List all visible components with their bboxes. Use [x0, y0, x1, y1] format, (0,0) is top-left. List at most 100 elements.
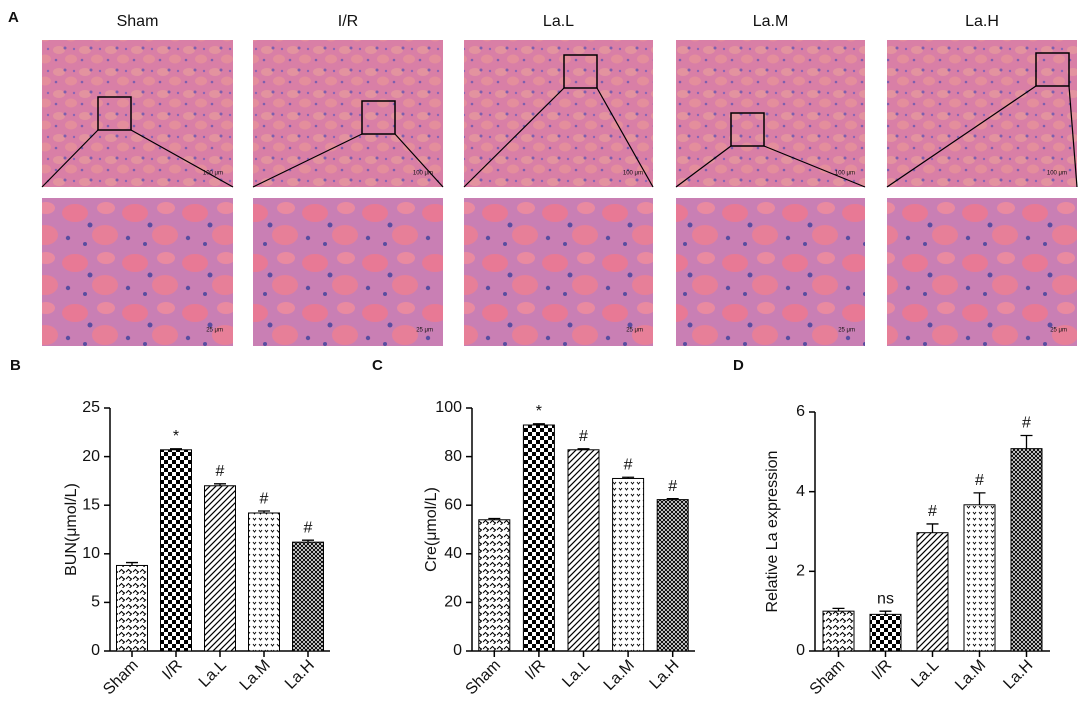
zoom-line [1068, 85, 1078, 188]
bar [1010, 448, 1043, 652]
error-bar [926, 523, 939, 533]
x-tick-label: I/R [869, 657, 895, 683]
micrograph-high [464, 198, 653, 346]
bar [963, 504, 996, 652]
micrograph-low [676, 40, 865, 187]
x-tick-label: La.H [647, 657, 683, 693]
micrograph-high [676, 198, 865, 346]
x-tick-label: I/R [159, 657, 185, 683]
zoom-line [394, 133, 444, 188]
significance: ns [877, 590, 894, 607]
scale-bar: 100 μm [835, 171, 855, 177]
error-bar [170, 448, 182, 450]
y-tick-label: 15 [82, 496, 100, 513]
panel-label: A [8, 9, 19, 26]
y-tick-label: 60 [444, 496, 462, 513]
significance: * [536, 403, 542, 420]
bar [204, 485, 236, 652]
bar [822, 610, 855, 652]
bar [869, 613, 902, 652]
x-tick-label: Sham [807, 657, 849, 699]
y-axis-label: BUN(μmol/L) [63, 483, 80, 576]
micrograph-high [253, 198, 443, 346]
error-bar [532, 423, 545, 426]
zoom-line [596, 87, 654, 188]
y-tick-label: 0 [453, 642, 462, 659]
zoom-line [763, 145, 866, 188]
error-bar [1020, 434, 1033, 449]
group-label: La.H [965, 13, 999, 30]
group-label: La.L [543, 13, 574, 30]
zoom-line [675, 145, 732, 188]
y-tick-label: 6 [796, 403, 805, 420]
x-tick-label: La.L [559, 657, 593, 691]
significance: # [216, 463, 225, 480]
micrograph-high [887, 198, 1077, 346]
group-label: Sham [117, 13, 159, 30]
error-bar [973, 492, 986, 505]
x-tick-label: La.M [952, 657, 989, 694]
error-bar [488, 517, 501, 520]
y-tick-label: 100 [435, 399, 462, 416]
y-axis-label: Cre(μmol/L) [423, 487, 440, 572]
bar [916, 532, 949, 652]
significance: * [173, 428, 179, 445]
significance: # [579, 428, 588, 445]
error-bar [879, 610, 892, 615]
y-tick-label: 80 [444, 448, 462, 465]
y-tick-label: 5 [91, 594, 100, 611]
error-bar [214, 483, 226, 486]
y-tick-label: 4 [796, 483, 805, 500]
x-tick-label: Sham [463, 657, 505, 699]
x-tick-label: La.M [601, 657, 638, 694]
scale-bar: 25 μm [838, 328, 855, 334]
bar [522, 424, 555, 652]
significance: # [304, 519, 313, 536]
significance: # [260, 490, 269, 507]
panel-label: B [10, 357, 21, 374]
scale-bar: 25 μm [416, 328, 433, 334]
bar [248, 512, 280, 652]
y-tick-label: 10 [82, 545, 100, 562]
error-bar [666, 497, 679, 500]
scale-bar: 100 μm [203, 171, 223, 177]
zoom-line [252, 133, 363, 188]
error-bar [577, 448, 590, 450]
x-tick-label: La.H [282, 657, 318, 693]
micrograph-low [253, 40, 443, 187]
bar [116, 564, 148, 652]
error-bar [258, 510, 270, 513]
zoom-box [361, 100, 396, 135]
y-tick-label: 40 [444, 545, 462, 562]
y-tick-label: 0 [91, 642, 100, 659]
zoom-box [97, 96, 132, 131]
scale-bar: 100 μm [1047, 171, 1067, 177]
group-label: La.M [753, 13, 789, 30]
micrograph-low [887, 40, 1077, 187]
significance: # [975, 472, 984, 489]
panel-label: D [733, 357, 744, 374]
x-tick-label: Sham [100, 657, 142, 699]
y-tick-label: 20 [444, 594, 462, 611]
micrograph-low [464, 40, 653, 187]
error-bar [126, 561, 138, 566]
bar [567, 449, 600, 652]
significance: # [624, 456, 633, 473]
significance: # [1022, 415, 1031, 432]
x-tick-label: La.H [1000, 657, 1036, 693]
bar [656, 499, 689, 652]
scale-bar: 25 μm [1050, 328, 1067, 334]
bar [612, 477, 645, 652]
error-bar [832, 607, 845, 612]
group-label: I/R [338, 13, 358, 30]
bar [160, 449, 192, 652]
scale-bar: 100 μm [623, 171, 643, 177]
significance: # [928, 503, 937, 520]
zoom-line [41, 129, 99, 188]
scale-bar: 25 μm [206, 328, 223, 334]
bar [292, 541, 324, 652]
x-tick-label: La.L [196, 657, 230, 691]
x-tick-label: La.L [908, 657, 942, 691]
bar [478, 519, 511, 652]
zoom-box [1035, 52, 1070, 87]
